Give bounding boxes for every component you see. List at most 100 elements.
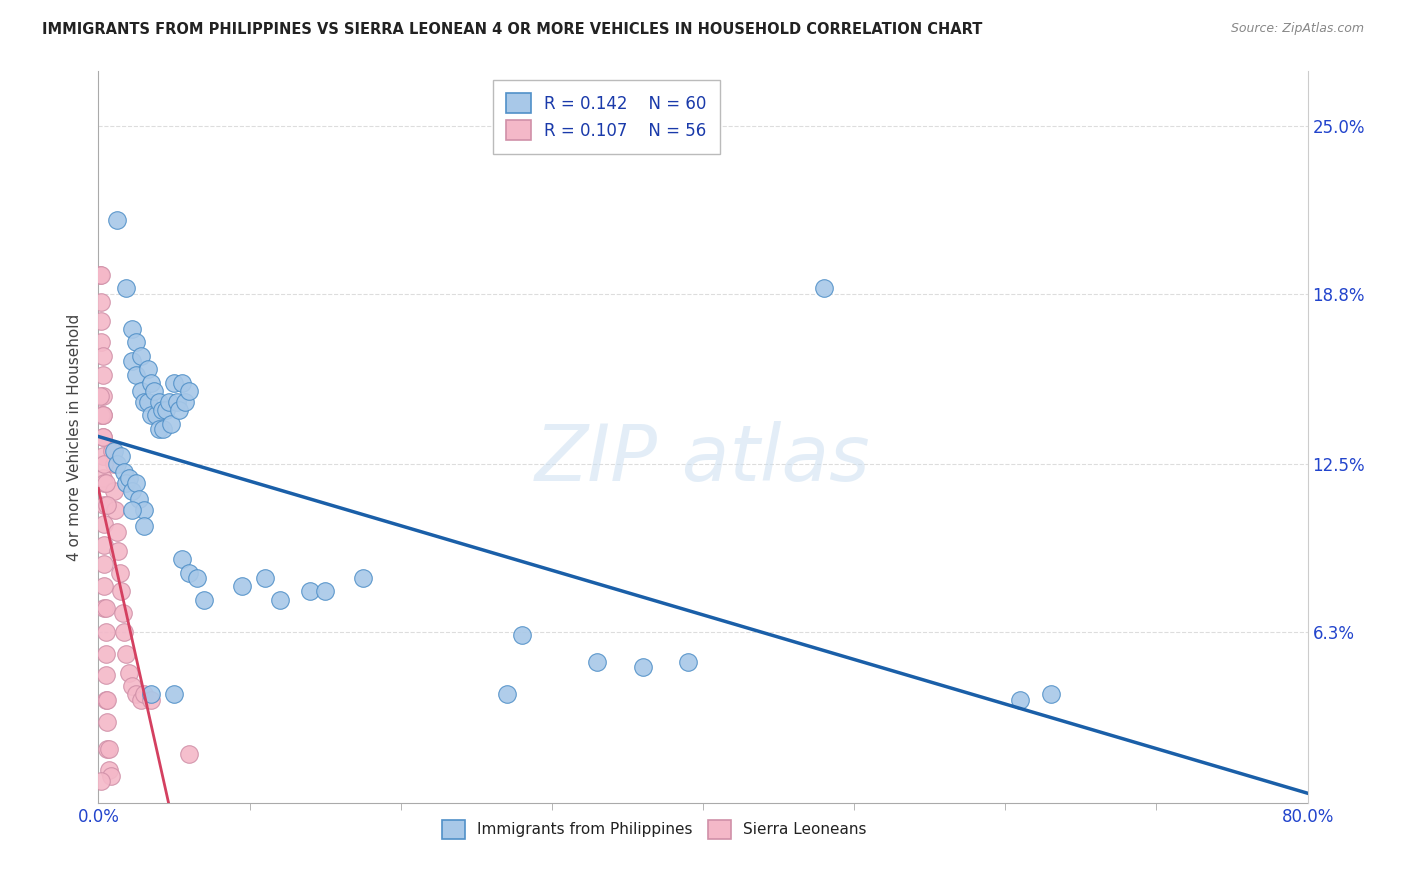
Point <box>141 376 163 390</box>
Point <box>93 457 115 471</box>
Point <box>128 492 150 507</box>
Point <box>101 443 124 458</box>
Legend: Immigrants from Philippines, Sierra Leoneans: Immigrants from Philippines, Sierra Leon… <box>434 813 875 847</box>
Point <box>125 335 148 350</box>
Point <box>173 395 195 409</box>
Point <box>89 268 111 282</box>
Point <box>152 422 174 436</box>
Point <box>121 484 143 499</box>
Point <box>163 688 186 702</box>
Point <box>586 655 609 669</box>
Point <box>114 476 136 491</box>
Point <box>91 409 114 423</box>
Point <box>132 503 155 517</box>
Point <box>179 384 201 398</box>
Point <box>94 476 117 491</box>
Point <box>96 741 118 756</box>
Point <box>89 389 111 403</box>
Point <box>1039 688 1062 702</box>
Point <box>91 409 114 423</box>
Point <box>93 579 115 593</box>
Text: Source: ZipAtlas.com: Source: ZipAtlas.com <box>1230 22 1364 36</box>
Point <box>91 430 114 444</box>
Point <box>121 354 143 368</box>
Point <box>98 764 121 778</box>
Point <box>93 476 115 491</box>
Point <box>103 443 125 458</box>
Point <box>129 693 152 707</box>
Point <box>96 498 118 512</box>
Text: IMMIGRANTS FROM PHILIPPINES VS SIERRA LEONEAN 4 OR MORE VEHICLES IN HOUSEHOLD CO: IMMIGRANTS FROM PHILIPPINES VS SIERRA LE… <box>42 22 983 37</box>
Point <box>111 606 134 620</box>
Point <box>148 395 170 409</box>
Point <box>179 566 201 580</box>
Point <box>132 519 155 533</box>
Point <box>121 679 143 693</box>
Point <box>125 368 148 382</box>
Point <box>90 335 112 350</box>
Point <box>166 395 188 409</box>
Point <box>148 422 170 436</box>
Point <box>112 625 135 640</box>
Point <box>91 389 114 403</box>
Point <box>90 409 112 423</box>
Point <box>114 281 136 295</box>
Text: ZIP atlas: ZIP atlas <box>536 421 870 497</box>
Point <box>91 471 114 485</box>
Point <box>94 625 117 640</box>
Point <box>186 571 208 585</box>
Point <box>125 476 148 491</box>
Point <box>94 647 117 661</box>
Point <box>110 584 132 599</box>
Point <box>104 503 127 517</box>
Point <box>121 322 143 336</box>
Point <box>93 600 115 615</box>
Point <box>90 294 112 309</box>
Point <box>105 457 128 471</box>
Point <box>96 714 118 729</box>
Point <box>136 362 159 376</box>
Point <box>193 592 215 607</box>
Point <box>93 558 115 572</box>
Point <box>495 688 517 702</box>
Point <box>94 693 117 707</box>
Point <box>179 747 201 761</box>
Point <box>112 465 135 479</box>
Point <box>94 668 117 682</box>
Point <box>91 368 114 382</box>
Point <box>90 268 112 282</box>
Point <box>94 600 117 615</box>
Point <box>253 571 276 585</box>
Point <box>170 376 193 390</box>
Point <box>141 693 163 707</box>
Point <box>150 403 173 417</box>
Point <box>118 471 141 485</box>
Point <box>129 384 152 398</box>
Point <box>121 503 143 517</box>
Point <box>813 281 835 295</box>
Point <box>167 403 190 417</box>
Point <box>125 688 148 702</box>
Point <box>352 571 374 585</box>
Point <box>132 688 155 702</box>
Point <box>1010 693 1032 707</box>
Point <box>98 741 121 756</box>
Point <box>159 395 181 409</box>
Point <box>100 769 122 783</box>
Point <box>314 584 336 599</box>
Point <box>105 524 128 539</box>
Point <box>110 449 132 463</box>
Point <box>103 484 125 499</box>
Point <box>90 313 112 327</box>
Point <box>118 665 141 680</box>
Point <box>141 409 163 423</box>
Point <box>114 647 136 661</box>
Point <box>103 457 125 471</box>
Point <box>170 552 193 566</box>
Point <box>163 376 186 390</box>
Point <box>160 417 183 431</box>
Point <box>93 498 115 512</box>
Point <box>96 693 118 707</box>
Point <box>155 403 177 417</box>
Point <box>510 628 533 642</box>
